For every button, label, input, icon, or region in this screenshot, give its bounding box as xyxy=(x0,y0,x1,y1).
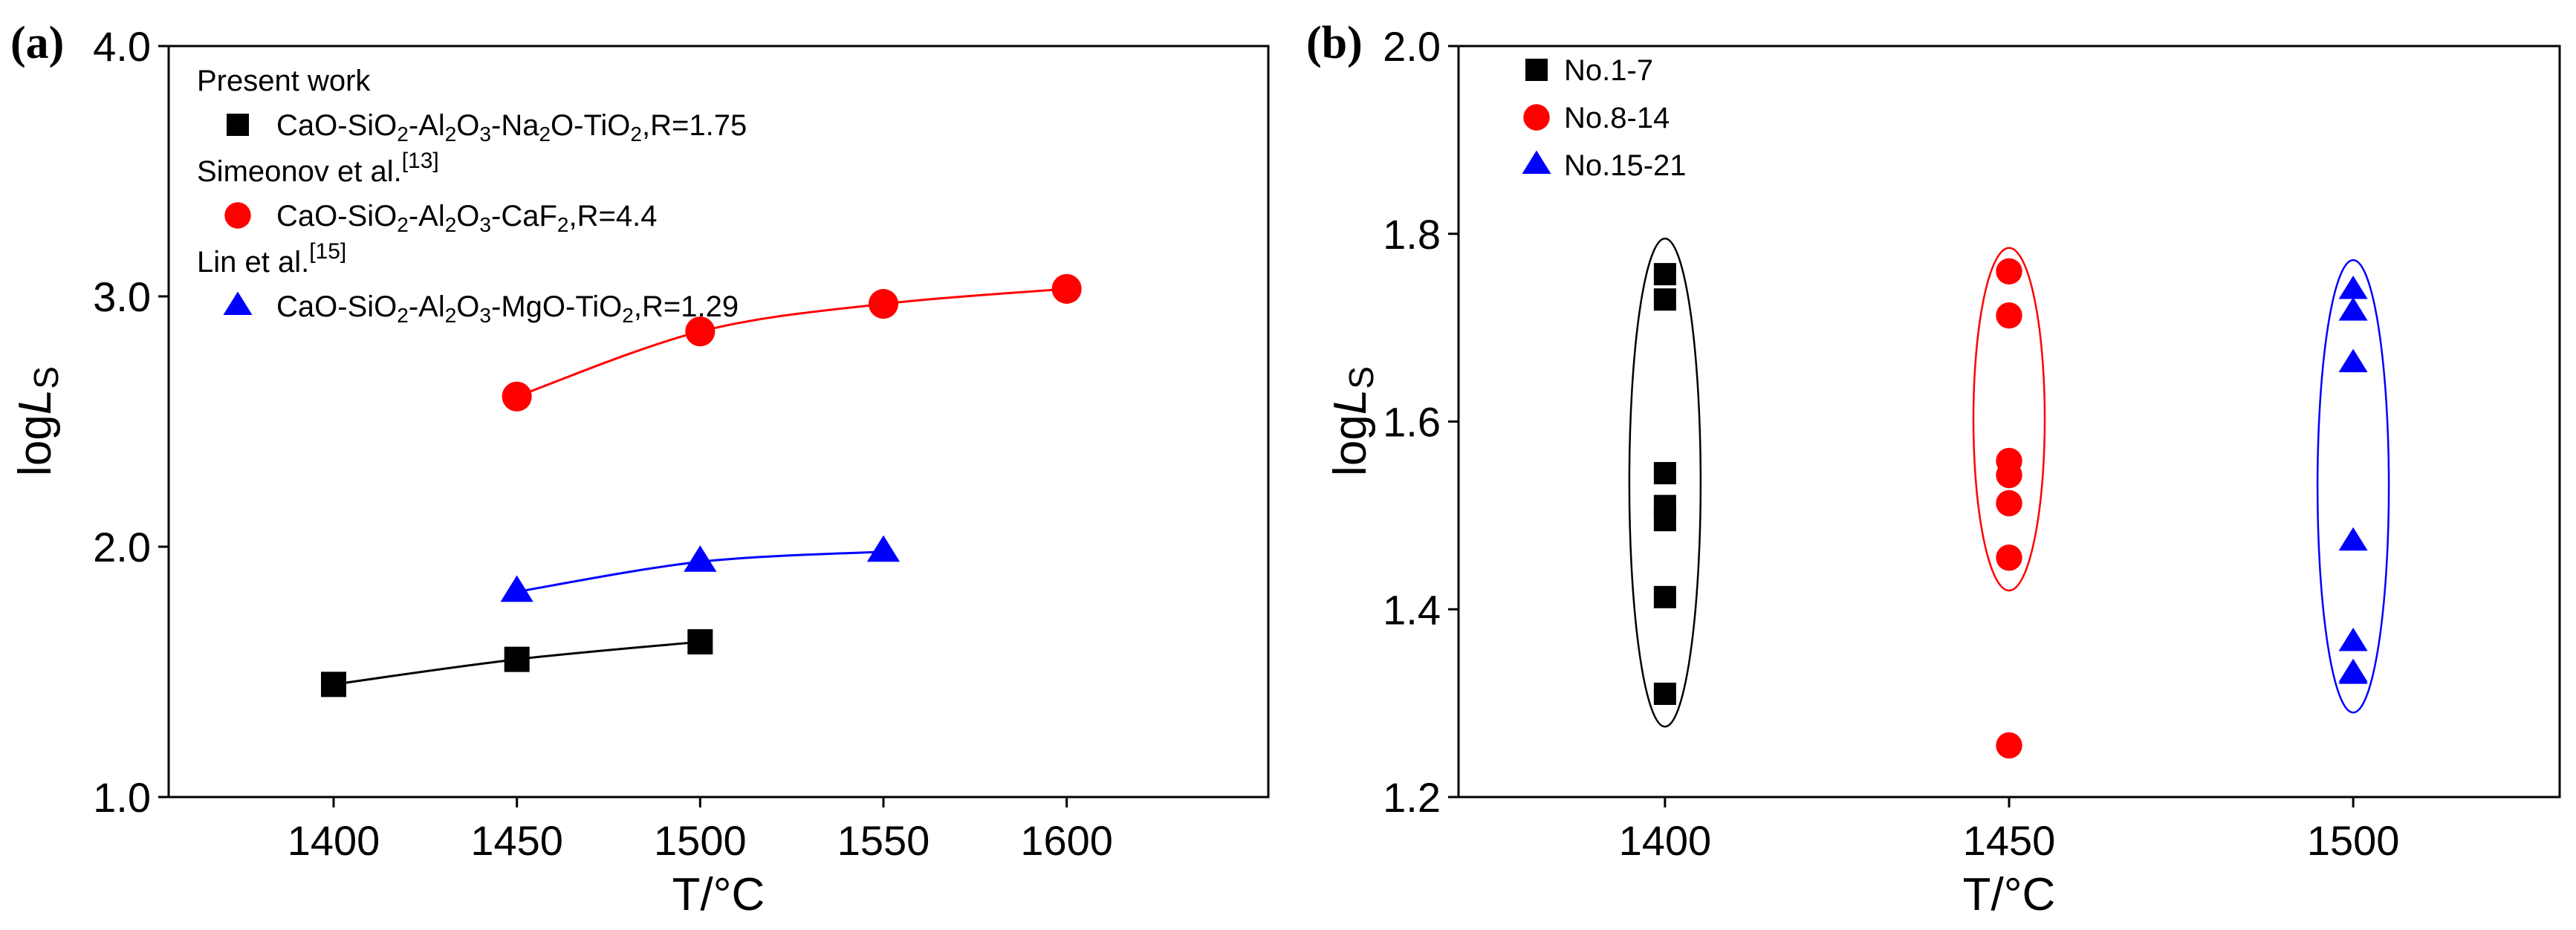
panel-b-series-0-point xyxy=(1653,462,1676,485)
panel-b-series-2-point xyxy=(2338,627,2368,651)
panel-b-series-1-point xyxy=(1996,461,2022,489)
panel-b-series-1-point xyxy=(1996,490,2022,517)
panel-a-series-1-point xyxy=(1051,273,1082,304)
panel-b-legend-marker xyxy=(1523,104,1550,131)
panel-b-ytick-label: 1.4 xyxy=(1383,586,1441,633)
panel-a-ytick-label: 2.0 xyxy=(93,524,151,570)
panel-a-xtick-label: 1450 xyxy=(470,817,563,864)
panel-b-ytick-label: 1.2 xyxy=(1383,774,1441,821)
panel-a-legend: Present work CaO-SiO2-Al2O3-Na2O-TiO2,R=1… xyxy=(197,65,747,327)
panel-a-markers xyxy=(321,273,1082,698)
panel-a-ytick-label: 3.0 xyxy=(93,273,151,320)
panel-a-ticks: 1400 1450 1500 1550 1600 1.0 2.0 3.0 4.0 xyxy=(93,23,1113,864)
panel-b-legend-marker xyxy=(1525,59,1548,81)
panel-a-curves xyxy=(333,287,1067,686)
panel-a-legend-marker xyxy=(223,291,253,315)
panel-a-xtick-label: 1600 xyxy=(1020,817,1113,864)
panel-a-xtick-label: 1400 xyxy=(288,817,380,864)
panel-a-legend-header-ref: [13] xyxy=(402,149,439,173)
panel-b-ylabel-prefix: log xyxy=(1325,414,1376,476)
panel-a-series-1-point xyxy=(502,381,532,412)
panel-b-ellipses xyxy=(1628,237,2390,728)
panel-b-ticks: 1400 1450 1500 1.2 1.4 1.6 1.8 2.0 xyxy=(1383,23,2399,864)
panel-a-xtick-label: 1550 xyxy=(837,817,930,864)
panel-a-legend-header: Lin et al.[15] xyxy=(197,239,346,279)
panel-b-label: (b) xyxy=(1306,18,1363,68)
panel-b-series-1-point xyxy=(1996,732,2022,759)
panel-b-series-2-point xyxy=(2338,276,2368,299)
panel-b-series-2-point xyxy=(2338,660,2368,684)
panel-a-legend-header: Present work xyxy=(197,65,371,97)
panel-a-series-0-point xyxy=(504,646,530,672)
panel-b-ytick-label: 1.8 xyxy=(1383,211,1441,258)
panel-b-series-0-ellipse xyxy=(1628,237,1702,728)
panel-b-series-0-point xyxy=(1653,263,1676,286)
panel-b-series-0-point xyxy=(1653,288,1676,311)
panel-b-series-0-point xyxy=(1653,682,1676,705)
panel-b-series-0-point xyxy=(1653,585,1676,608)
panel-b-ylabel-italic: L xyxy=(1325,389,1376,414)
panel-b-series-2-ellipse xyxy=(2316,258,2390,714)
panel-a-ylabel-italic: L xyxy=(10,389,61,414)
panel-b-xtick-label: 1500 xyxy=(2307,817,2400,864)
panel-a-series-0-point xyxy=(687,629,713,655)
panel-b-series-1-point xyxy=(1996,258,2022,284)
panel-b-legend: No.1-7 No.8-14 No.15-21 xyxy=(1522,54,1687,182)
panel-a-xlabel: T/°C xyxy=(672,869,765,920)
panel-a-frame xyxy=(167,45,1270,799)
panel-b-series-0-point xyxy=(1653,509,1676,532)
panel-a: (a) 1400 1450 1500 1550 1600 1.0 2.0 3.0 4.0 Pre… xyxy=(10,18,1270,920)
panel-b-ylabel-sub: S xyxy=(1342,366,1381,389)
panel-b-xtick-label: 1400 xyxy=(1619,817,1712,864)
panel-a-ytick-label: 4.0 xyxy=(93,23,151,70)
panel-a-series-1-point xyxy=(868,289,899,319)
panel-b-series-2-point xyxy=(2338,348,2368,373)
panel-b-series-2-point xyxy=(2338,297,2368,321)
panel-b-series-2-point xyxy=(2338,527,2368,551)
panel-b-ytick-label: 2.0 xyxy=(1383,23,1441,70)
panel-a-series-1-line xyxy=(516,287,1067,398)
panel-a-series-2-point xyxy=(500,575,533,602)
panel-a-label: (a) xyxy=(10,18,64,68)
panel-a-series-2-point xyxy=(866,535,901,562)
panel-b-ylabel: logLS xyxy=(1325,366,1381,476)
panel-a-legend-header-ref: [15] xyxy=(309,239,346,264)
panel-a-legend-label: CaO-SiO2-Al2O3-Na2O-TiO2,R=1.75 xyxy=(276,109,747,146)
panel-b-legend-marker xyxy=(1522,150,1551,174)
panel-a-ylabel-sub: S xyxy=(27,366,65,389)
panel-a-xtick-label: 1500 xyxy=(654,817,747,864)
panel-b-series-1-point xyxy=(1996,544,2022,571)
panel-b-legend-label: No.8-14 xyxy=(1564,102,1670,134)
panel-a-legend-marker xyxy=(227,114,249,136)
panel-a-legend-header: Simeonov et al.[13] xyxy=(197,149,439,188)
panel-b-ytick-label: 1.6 xyxy=(1383,399,1441,446)
panel-a-series-1-point xyxy=(685,316,716,347)
panel-a-legend-label: CaO-SiO2-Al2O3-CaF2,R=4.4 xyxy=(276,200,657,236)
panel-a-series-2-point xyxy=(684,545,717,572)
panel-a-legend-marker xyxy=(224,202,251,229)
panel-b-legend-label: No.15-21 xyxy=(1564,149,1687,182)
panel-a-legend-label: CaO-SiO2-Al2O3-MgO-TiO2,R=1.29 xyxy=(276,290,739,327)
panel-b-xlabel: T/°C xyxy=(1963,869,2056,920)
panel-a-ylabel-prefix: log xyxy=(10,414,61,476)
panel-b-series-1-point xyxy=(1996,302,2022,329)
panel-a-ylabel: logLS xyxy=(10,366,65,476)
panel-b-markers xyxy=(1653,258,2368,759)
panel-b-series-1-ellipse xyxy=(1972,247,2046,592)
panel-a-series-0-point xyxy=(321,672,346,698)
panel-b-legend-label: No.1-7 xyxy=(1564,54,1653,87)
panel-b-xtick-label: 1450 xyxy=(1963,817,2056,864)
panel-a-ytick-label: 1.0 xyxy=(93,774,151,821)
